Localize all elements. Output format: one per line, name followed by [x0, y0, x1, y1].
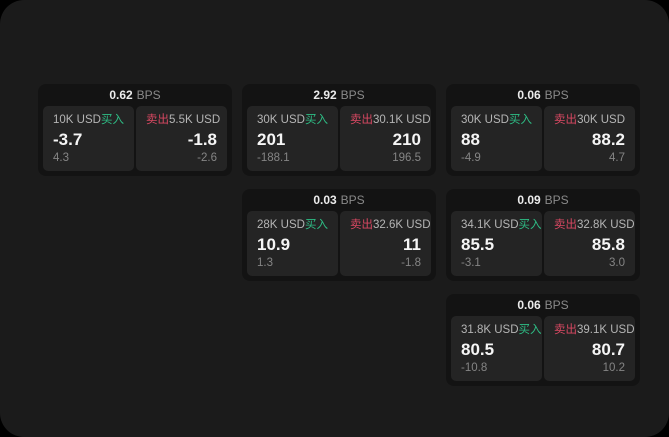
buy-panel[interactable]: 30K USD 买入 201 -188.1 [247, 106, 338, 171]
buy-side-label: 买入 [509, 114, 532, 126]
bps-unit-label: BPS [340, 193, 365, 207]
sell-side-label: 卖出 [350, 219, 373, 231]
sell-panel[interactable]: 卖出 30.1K USD 210 196.5 [340, 106, 431, 171]
buy-value: 80.5 [461, 340, 495, 359]
bps-value: 2.92 [313, 88, 337, 102]
buy-value: 201 [257, 130, 286, 149]
sell-delta: 4.7 [609, 152, 625, 164]
sell-side-label: 卖出 [554, 324, 577, 336]
quote-card: 0.62 BPS 10K USD 买入 -3.7 4.3 卖出 5.5K USD [38, 84, 232, 176]
buy-side-label: 买入 [101, 114, 124, 126]
sell-delta: -1.8 [401, 257, 421, 269]
sell-delta: 196.5 [392, 152, 421, 164]
sell-panel[interactable]: 卖出 32.8K USD 85.8 3.0 [544, 211, 635, 276]
buy-value: 88 [461, 130, 480, 149]
sell-value: 80.7 [591, 340, 625, 359]
buy-side-label: 买入 [518, 324, 542, 336]
buy-delta: 1.3 [257, 257, 273, 269]
card-header: 0.62 BPS [38, 84, 232, 106]
quote-card: 2.92 BPS 30K USD 买入 201 -188.1 卖出 30.1K … [242, 84, 436, 176]
quote-card: 0.09 BPS 34.1K USD 买入 85.5 -3.1 卖出 32.8K… [446, 189, 640, 281]
sell-value: 88.2 [591, 130, 625, 149]
card-header: 0.09 BPS [446, 189, 640, 211]
bps-value: 0.09 [517, 193, 541, 207]
buy-panel[interactable]: 30K USD 买入 88 -4.9 [451, 106, 542, 171]
buy-delta: -188.1 [257, 152, 290, 164]
sell-panel[interactable]: 卖出 5.5K USD -1.8 -2.6 [136, 106, 227, 171]
buy-value: 10.9 [257, 235, 291, 254]
sell-size: 32.8K USD [577, 219, 635, 231]
buy-size: 10K USD [53, 114, 101, 126]
card-body: 30K USD 买入 201 -188.1 卖出 30.1K USD 210 1… [242, 106, 436, 176]
sell-size: 32.6K USD [373, 219, 431, 231]
sell-size: 5.5K USD [169, 114, 221, 126]
card-header: 0.03 BPS [242, 189, 436, 211]
buy-size: 34.1K USD [461, 219, 519, 231]
buy-size: 28K USD [257, 219, 305, 231]
buy-panel[interactable]: 34.1K USD 买入 85.5 -3.1 [451, 211, 542, 276]
bps-unit-label: BPS [544, 88, 569, 102]
sell-delta: 3.0 [609, 257, 625, 269]
quote-card: 0.03 BPS 28K USD 买入 10.9 1.3 卖出 32.6K US… [242, 189, 436, 281]
buy-panel[interactable]: 10K USD 买入 -3.7 4.3 [43, 106, 134, 171]
buy-size: 31.8K USD [461, 324, 519, 336]
buy-delta: 4.3 [53, 152, 69, 164]
sell-size: 30K USD [577, 114, 625, 126]
sell-side-label: 卖出 [146, 114, 169, 126]
buy-delta: -4.9 [461, 152, 481, 164]
sell-panel[interactable]: 卖出 32.6K USD 11 -1.8 [340, 211, 431, 276]
card-body: 34.1K USD 买入 85.5 -3.1 卖出 32.8K USD 85.8… [446, 211, 640, 281]
bps-value: 0.03 [313, 193, 337, 207]
buy-delta: -10.8 [461, 362, 488, 374]
sell-delta: -2.6 [197, 152, 217, 164]
bps-unit-label: BPS [136, 88, 161, 102]
sell-value: 11 [403, 235, 421, 254]
quote-card: 0.06 BPS 30K USD 买入 88 -4.9 卖出 30K USD [446, 84, 640, 176]
sell-side-label: 卖出 [350, 114, 373, 126]
bps-value: 0.06 [517, 88, 541, 102]
card-body: 30K USD 买入 88 -4.9 卖出 30K USD 88.2 4.7 [446, 106, 640, 176]
sell-side-label: 卖出 [554, 219, 577, 231]
buy-panel[interactable]: 31.8K USD 买入 80.5 -10.8 [451, 316, 542, 381]
buy-panel[interactable]: 28K USD 买入 10.9 1.3 [247, 211, 338, 276]
bps-unit-label: BPS [340, 88, 365, 102]
sell-size: 30.1K USD [373, 114, 431, 126]
quotes-grid: 0.62 BPS 10K USD 买入 -3.7 4.3 卖出 5.5K USD [38, 84, 640, 386]
sell-value: 85.8 [591, 235, 625, 254]
sell-side-label: 卖出 [554, 114, 577, 126]
buy-size: 30K USD [461, 114, 509, 126]
card-body: 31.8K USD 买入 80.5 -10.8 卖出 39.1K USD 80.… [446, 316, 640, 386]
card-body: 28K USD 买入 10.9 1.3 卖出 32.6K USD 11 -1.8 [242, 211, 436, 281]
card-header: 2.92 BPS [242, 84, 436, 106]
bps-unit-label: BPS [544, 193, 569, 207]
bps-value: 0.06 [517, 298, 541, 312]
quote-card: 0.06 BPS 31.8K USD 买入 80.5 -10.8 卖出 39.1… [446, 294, 640, 386]
buy-side-label: 买入 [305, 219, 328, 231]
buy-value: 85.5 [461, 235, 495, 254]
buy-value: -3.7 [53, 130, 83, 149]
sell-panel[interactable]: 卖出 39.1K USD 80.7 10.2 [544, 316, 635, 381]
card-body: 10K USD 买入 -3.7 4.3 卖出 5.5K USD -1.8 -2.… [38, 106, 232, 176]
buy-side-label: 买入 [518, 219, 542, 231]
sell-value: 210 [392, 130, 421, 149]
sell-panel[interactable]: 卖出 30K USD 88.2 4.7 [544, 106, 635, 171]
bps-unit-label: BPS [544, 298, 569, 312]
card-header: 0.06 BPS [446, 294, 640, 316]
buy-size: 30K USD [257, 114, 305, 126]
sell-value: -1.8 [187, 130, 217, 149]
buy-side-label: 买入 [305, 114, 328, 126]
buy-delta: -3.1 [461, 257, 481, 269]
bps-value: 0.62 [109, 88, 133, 102]
sell-delta: 10.2 [602, 362, 625, 374]
sell-size: 39.1K USD [577, 324, 635, 336]
card-header: 0.06 BPS [446, 84, 640, 106]
